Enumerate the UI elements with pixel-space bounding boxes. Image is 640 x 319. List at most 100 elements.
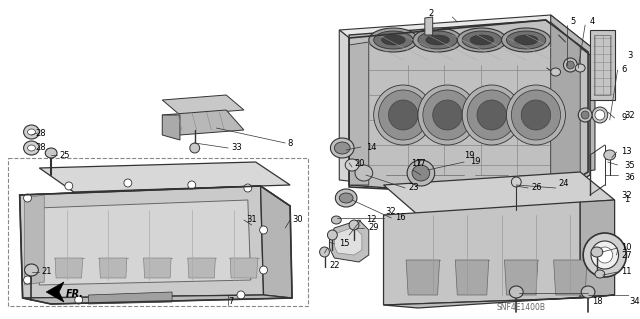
- Text: 22: 22: [330, 261, 340, 270]
- Text: 35: 35: [625, 160, 635, 169]
- Text: 28: 28: [35, 129, 46, 137]
- Ellipse shape: [75, 296, 83, 304]
- Polygon shape: [163, 110, 244, 135]
- Text: 17: 17: [411, 160, 422, 168]
- Ellipse shape: [244, 184, 252, 192]
- Ellipse shape: [595, 270, 605, 278]
- Ellipse shape: [349, 220, 359, 230]
- Polygon shape: [230, 258, 258, 278]
- Ellipse shape: [260, 226, 268, 234]
- Ellipse shape: [188, 181, 196, 189]
- Ellipse shape: [412, 165, 429, 181]
- Ellipse shape: [237, 291, 245, 299]
- Polygon shape: [580, 200, 614, 298]
- Ellipse shape: [467, 90, 516, 140]
- Ellipse shape: [550, 68, 561, 76]
- Polygon shape: [339, 30, 383, 185]
- Ellipse shape: [595, 110, 605, 120]
- Ellipse shape: [381, 35, 405, 45]
- Ellipse shape: [413, 28, 462, 52]
- Polygon shape: [334, 227, 362, 255]
- Ellipse shape: [502, 28, 550, 52]
- Text: 30: 30: [292, 216, 303, 225]
- Ellipse shape: [334, 142, 350, 154]
- Text: 21: 21: [42, 268, 52, 277]
- Ellipse shape: [260, 266, 268, 274]
- Polygon shape: [39, 162, 290, 192]
- Text: 13: 13: [621, 147, 632, 157]
- Ellipse shape: [604, 150, 616, 160]
- Text: 10: 10: [621, 243, 632, 253]
- Ellipse shape: [335, 189, 357, 207]
- Ellipse shape: [388, 100, 418, 130]
- Ellipse shape: [506, 31, 546, 49]
- Text: FR.: FR.: [66, 289, 84, 299]
- Bar: [8, 158, 308, 306]
- Text: 7: 7: [228, 298, 234, 307]
- Text: 29: 29: [369, 224, 380, 233]
- Ellipse shape: [369, 28, 418, 52]
- Ellipse shape: [124, 179, 132, 187]
- Text: 19: 19: [470, 158, 481, 167]
- Ellipse shape: [28, 129, 35, 135]
- Polygon shape: [188, 258, 216, 278]
- Polygon shape: [20, 186, 264, 298]
- Text: 33: 33: [231, 144, 242, 152]
- Polygon shape: [339, 15, 595, 65]
- Polygon shape: [349, 20, 590, 200]
- Text: 14: 14: [366, 143, 376, 152]
- Text: 26: 26: [531, 183, 541, 192]
- Text: 11: 11: [621, 268, 632, 277]
- Ellipse shape: [423, 90, 472, 140]
- Polygon shape: [455, 260, 489, 295]
- Text: 24: 24: [559, 179, 569, 188]
- Ellipse shape: [458, 28, 506, 52]
- Text: 19: 19: [464, 152, 475, 160]
- Polygon shape: [590, 30, 614, 100]
- Polygon shape: [550, 15, 595, 175]
- Ellipse shape: [374, 85, 433, 145]
- Ellipse shape: [339, 193, 353, 203]
- Ellipse shape: [407, 160, 435, 186]
- Text: 5: 5: [570, 18, 575, 26]
- Ellipse shape: [418, 31, 458, 49]
- Ellipse shape: [462, 31, 502, 49]
- Ellipse shape: [591, 241, 618, 269]
- Ellipse shape: [345, 159, 359, 171]
- Polygon shape: [24, 195, 44, 285]
- Ellipse shape: [24, 194, 31, 202]
- Ellipse shape: [24, 276, 31, 284]
- Ellipse shape: [65, 182, 73, 190]
- Ellipse shape: [521, 100, 550, 130]
- Polygon shape: [349, 42, 369, 185]
- Ellipse shape: [24, 125, 39, 139]
- Text: 15: 15: [339, 240, 350, 249]
- Ellipse shape: [330, 138, 354, 158]
- Polygon shape: [37, 200, 251, 285]
- Polygon shape: [20, 186, 290, 216]
- Ellipse shape: [374, 31, 413, 49]
- Polygon shape: [425, 17, 433, 35]
- Text: 34: 34: [629, 298, 640, 307]
- Polygon shape: [260, 186, 292, 298]
- Ellipse shape: [515, 35, 538, 45]
- Text: 9: 9: [621, 114, 627, 122]
- Polygon shape: [46, 282, 64, 302]
- Ellipse shape: [45, 148, 57, 158]
- Text: 27: 27: [621, 250, 632, 259]
- Ellipse shape: [332, 216, 341, 224]
- Ellipse shape: [566, 61, 574, 69]
- Text: 1: 1: [625, 196, 630, 204]
- Ellipse shape: [319, 247, 330, 257]
- Text: 12: 12: [366, 216, 376, 225]
- Text: 25: 25: [59, 151, 70, 160]
- Polygon shape: [163, 95, 244, 115]
- Polygon shape: [504, 260, 538, 295]
- Text: 17: 17: [415, 160, 426, 168]
- Text: SNF4E1400B: SNF4E1400B: [497, 303, 546, 313]
- Ellipse shape: [24, 141, 39, 155]
- Ellipse shape: [506, 85, 566, 145]
- Polygon shape: [22, 295, 292, 304]
- Polygon shape: [554, 260, 587, 295]
- Ellipse shape: [581, 111, 589, 119]
